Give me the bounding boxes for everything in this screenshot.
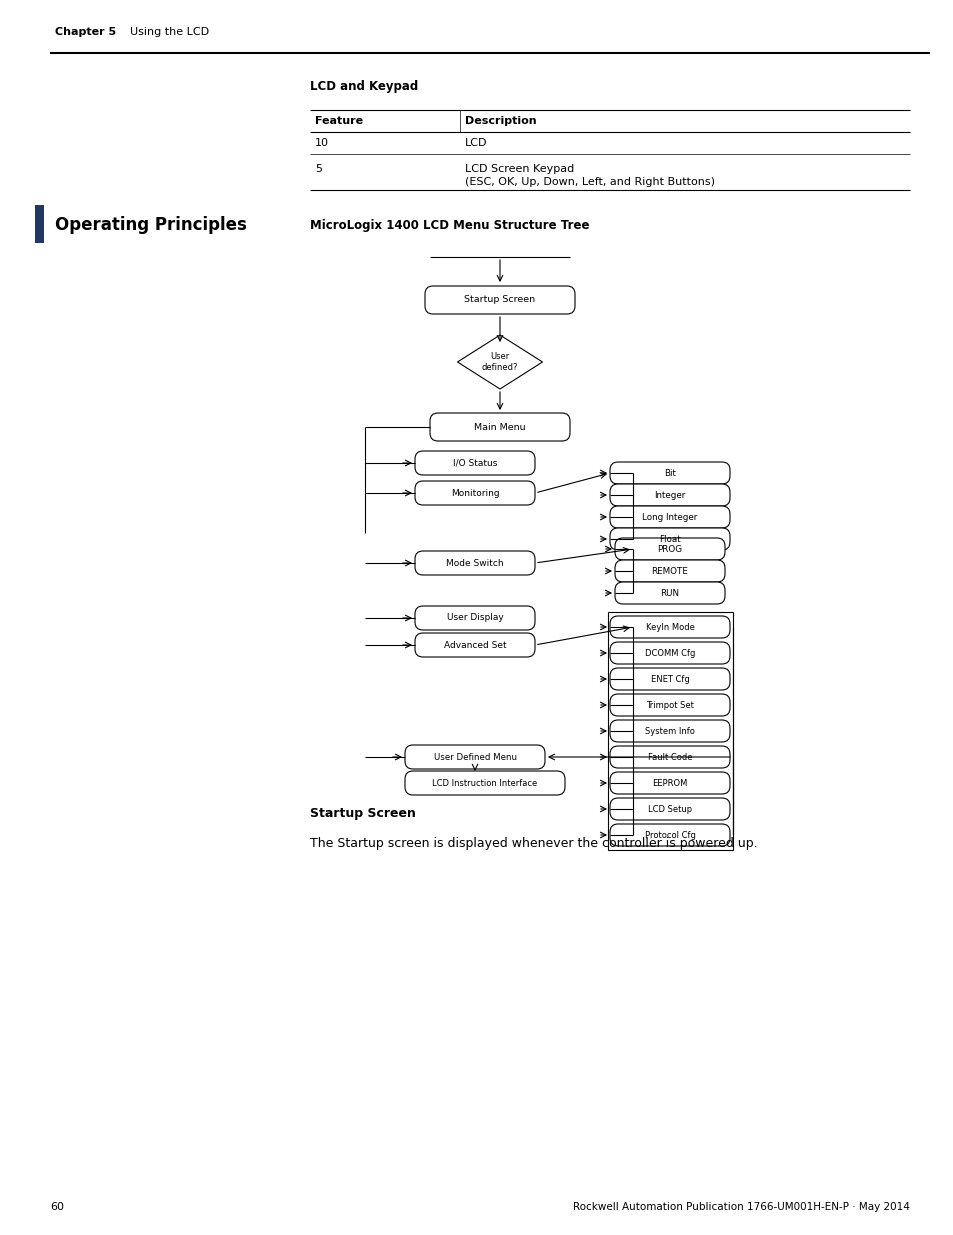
FancyBboxPatch shape xyxy=(424,287,575,314)
FancyBboxPatch shape xyxy=(415,451,535,475)
FancyBboxPatch shape xyxy=(415,480,535,505)
Text: I/O Status: I/O Status xyxy=(453,458,497,468)
Text: REMOTE: REMOTE xyxy=(651,567,688,576)
FancyBboxPatch shape xyxy=(609,484,729,506)
FancyBboxPatch shape xyxy=(609,506,729,529)
FancyBboxPatch shape xyxy=(615,559,724,582)
FancyBboxPatch shape xyxy=(609,694,729,716)
Text: LCD Instruction Interface: LCD Instruction Interface xyxy=(432,778,537,788)
FancyBboxPatch shape xyxy=(609,772,729,794)
Text: Startup Screen: Startup Screen xyxy=(310,806,416,820)
FancyBboxPatch shape xyxy=(609,720,729,742)
FancyBboxPatch shape xyxy=(609,668,729,690)
Text: 10: 10 xyxy=(314,138,329,148)
Text: User
defined?: User defined? xyxy=(481,352,517,372)
Text: RUN: RUN xyxy=(659,589,679,598)
Text: LCD Setup: LCD Setup xyxy=(647,804,691,814)
Text: System Info: System Info xyxy=(644,726,694,736)
Text: Rockwell Automation Publication 1766-UM001H-EN-P · May 2014: Rockwell Automation Publication 1766-UM0… xyxy=(573,1202,909,1212)
Text: 5: 5 xyxy=(314,164,322,174)
FancyBboxPatch shape xyxy=(615,538,724,559)
Text: EEPROM: EEPROM xyxy=(652,778,687,788)
FancyBboxPatch shape xyxy=(405,745,544,769)
FancyBboxPatch shape xyxy=(609,798,729,820)
FancyBboxPatch shape xyxy=(609,616,729,638)
FancyBboxPatch shape xyxy=(615,582,724,604)
Text: Using the LCD: Using the LCD xyxy=(130,27,209,37)
Text: Description: Description xyxy=(464,116,536,126)
Text: Chapter 5: Chapter 5 xyxy=(55,27,116,37)
Text: Integer: Integer xyxy=(654,490,685,499)
FancyBboxPatch shape xyxy=(415,606,535,630)
FancyBboxPatch shape xyxy=(35,205,44,243)
Text: LCD and Keypad: LCD and Keypad xyxy=(310,80,417,93)
Text: MicroLogix 1400 LCD Menu Structure Tree: MicroLogix 1400 LCD Menu Structure Tree xyxy=(310,219,589,231)
Text: Startup Screen: Startup Screen xyxy=(464,295,535,305)
Text: LCD Screen Keypad
(ESC, OK, Up, Down, Left, and Right Buttons): LCD Screen Keypad (ESC, OK, Up, Down, Le… xyxy=(464,164,714,188)
FancyBboxPatch shape xyxy=(430,412,569,441)
Text: Main Menu: Main Menu xyxy=(474,422,525,431)
Text: User Display: User Display xyxy=(446,614,503,622)
FancyBboxPatch shape xyxy=(609,529,729,550)
Text: Bit: Bit xyxy=(663,468,676,478)
Text: LCD: LCD xyxy=(464,138,487,148)
Text: User Defined Menu: User Defined Menu xyxy=(433,752,516,762)
Text: Monitoring: Monitoring xyxy=(450,489,498,498)
FancyBboxPatch shape xyxy=(415,551,535,576)
Text: ENET Cfg: ENET Cfg xyxy=(650,674,689,683)
Bar xyxy=(607,613,732,850)
Text: PROG: PROG xyxy=(657,545,681,553)
Text: 60: 60 xyxy=(50,1202,64,1212)
FancyBboxPatch shape xyxy=(609,824,729,846)
Text: Float: Float xyxy=(659,535,680,543)
FancyBboxPatch shape xyxy=(609,746,729,768)
Text: The Startup screen is displayed whenever the controller is powered up.: The Startup screen is displayed whenever… xyxy=(310,837,757,850)
FancyBboxPatch shape xyxy=(415,634,535,657)
FancyBboxPatch shape xyxy=(609,642,729,664)
Text: Feature: Feature xyxy=(314,116,363,126)
Text: DCOMM Cfg: DCOMM Cfg xyxy=(644,648,695,657)
Text: KeyIn Mode: KeyIn Mode xyxy=(645,622,694,631)
Text: Fault Code: Fault Code xyxy=(647,752,692,762)
FancyBboxPatch shape xyxy=(405,771,564,795)
Text: Trimpot Set: Trimpot Set xyxy=(645,700,693,709)
Text: Advanced Set: Advanced Set xyxy=(443,641,506,650)
Text: Operating Principles: Operating Principles xyxy=(55,216,247,233)
Polygon shape xyxy=(457,335,542,389)
Text: Long Integer: Long Integer xyxy=(641,513,697,521)
FancyBboxPatch shape xyxy=(609,462,729,484)
Text: Protocol Cfg: Protocol Cfg xyxy=(644,830,695,840)
Text: Mode Switch: Mode Switch xyxy=(446,558,503,568)
